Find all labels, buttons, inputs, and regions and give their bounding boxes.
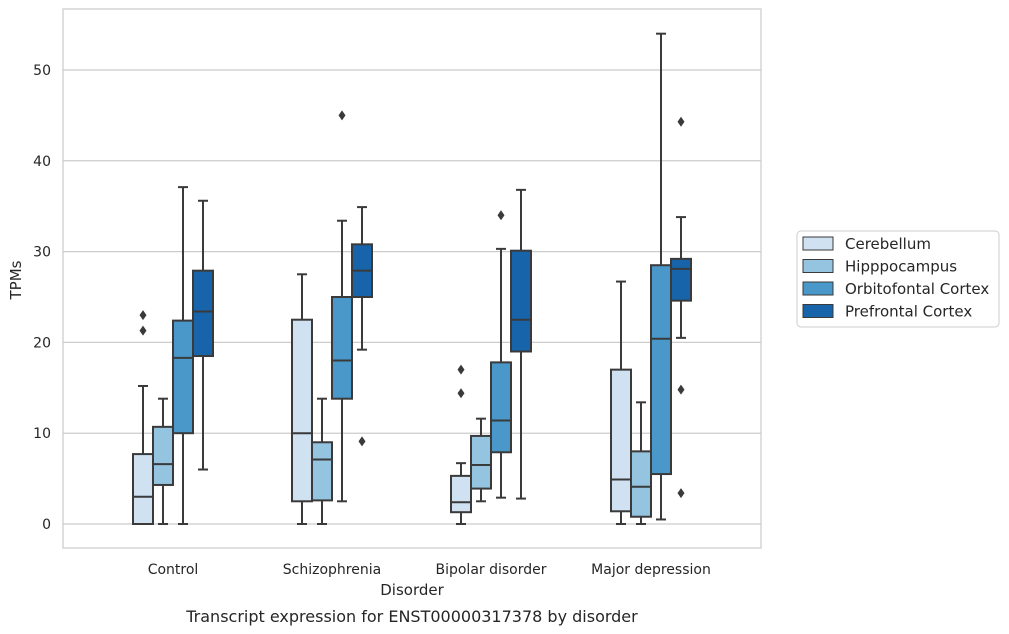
- outlier-marker: [677, 384, 685, 395]
- legend-swatch: [802, 236, 834, 251]
- box: [351, 206, 373, 447]
- series-prefrontal-cortex: [192, 116, 692, 500]
- box: [470, 417, 492, 503]
- y-tick-labels: 0 10 20 30 40 50: [33, 63, 51, 533]
- plot-frame: [62, 8, 762, 549]
- box-body: [132, 453, 154, 526]
- y-tick-label: 30: [33, 245, 51, 261]
- box: [132, 310, 154, 526]
- outlier-marker: [358, 436, 366, 447]
- y-tick-label: 50: [33, 63, 51, 79]
- box-body: [331, 296, 353, 400]
- chart-caption: Transcript expression for ENST0000031737…: [185, 607, 638, 626]
- box: [331, 110, 353, 503]
- x-tick-label: Schizophrenia: [283, 562, 381, 578]
- series-cerebellum: [132, 273, 632, 526]
- y-tick-label: 10: [33, 426, 51, 442]
- box-body: [630, 450, 652, 518]
- x-tick-label: Bipolar disorder: [435, 562, 546, 578]
- box-body: [152, 425, 174, 486]
- x-tick-labels: Control Schizophrenia Bipolar disorder Majo…: [148, 562, 711, 578]
- box: [670, 116, 692, 499]
- box: [172, 186, 194, 525]
- box: [650, 32, 672, 521]
- legend-label: Hipppocampus: [845, 258, 957, 276]
- legend-swatch: [802, 304, 834, 318]
- box-body: [311, 441, 333, 502]
- box: [490, 210, 512, 499]
- box-body: [450, 474, 472, 514]
- box: [311, 397, 333, 525]
- series-hipppocampus: [152, 397, 652, 525]
- box-body: [172, 319, 194, 435]
- legend-swatch: [802, 281, 834, 296]
- box: [291, 273, 313, 525]
- outlier-marker: [139, 310, 147, 321]
- outlier-marker: [677, 116, 685, 127]
- box-body: [610, 368, 632, 513]
- outlier-marker: [457, 388, 465, 399]
- box-body: [510, 249, 532, 353]
- box-body: [650, 264, 672, 476]
- series-orbitofontal-cortex: [172, 32, 672, 525]
- box: [510, 188, 532, 500]
- outlier-marker: [338, 110, 346, 121]
- box: [450, 364, 472, 525]
- legend-label: Cerebellum: [845, 235, 931, 253]
- outlier-marker: [457, 364, 465, 375]
- x-tick-label: Control: [148, 562, 199, 578]
- box: [192, 199, 214, 471]
- x-axis-label: Disorder: [380, 581, 444, 599]
- box-body: [490, 361, 512, 454]
- y-axis-label: TPMs: [7, 260, 25, 300]
- box: [610, 280, 632, 525]
- box-body: [291, 318, 313, 503]
- legend: Cerebellum Hipppocampus Orbitofontal Corte…: [796, 230, 1000, 328]
- outlier-marker: [497, 210, 505, 221]
- box-body: [470, 434, 492, 490]
- legend-frame: [796, 230, 1000, 328]
- box: [152, 397, 174, 525]
- box-series-layer: [132, 32, 692, 526]
- legend-label: Prefrontal Cortex: [845, 303, 972, 321]
- box-body: [192, 269, 214, 358]
- y-tick-label: 40: [33, 154, 51, 170]
- outlier-marker: [139, 325, 147, 336]
- y-tick-label: 20: [33, 335, 51, 351]
- y-tick-label: 0: [42, 517, 51, 533]
- legend-label: Orbitofontal Cortex: [845, 280, 989, 298]
- outlier-marker: [677, 488, 685, 499]
- legend-swatch: [802, 259, 834, 273]
- x-tick-label: Major depression: [591, 562, 711, 578]
- box-body: [670, 257, 692, 302]
- box: [630, 401, 652, 525]
